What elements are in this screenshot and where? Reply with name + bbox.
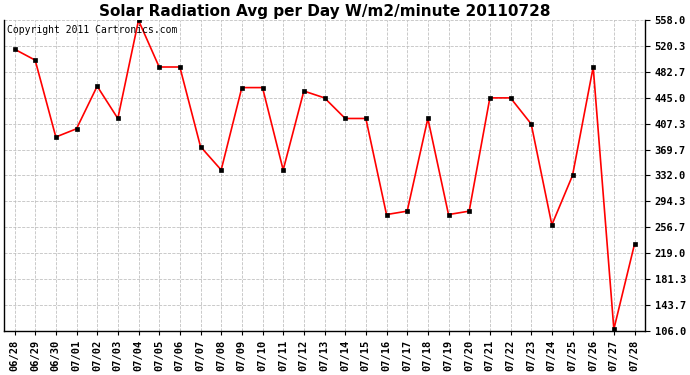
Title: Solar Radiation Avg per Day W/m2/minute 20110728: Solar Radiation Avg per Day W/m2/minute … — [99, 4, 550, 19]
Text: Copyright 2011 Cartronics.com: Copyright 2011 Cartronics.com — [8, 25, 178, 35]
